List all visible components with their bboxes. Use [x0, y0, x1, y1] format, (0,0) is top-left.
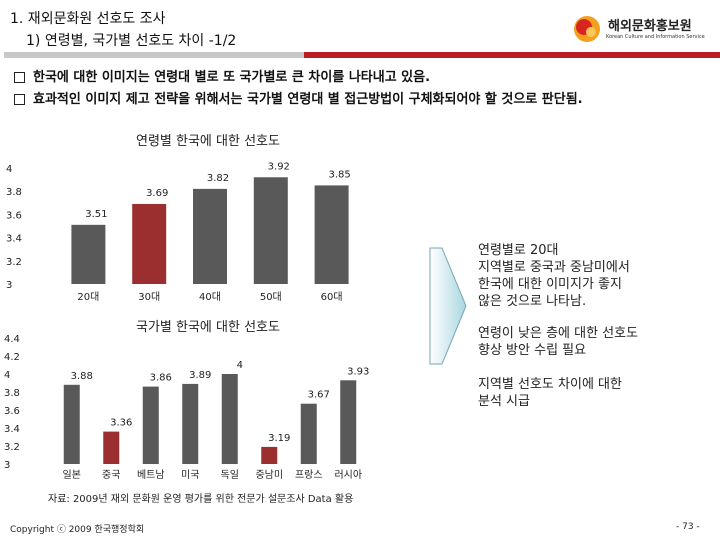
bar — [193, 188, 227, 284]
chart-age: 4 3.8 3.6 3.4 3.2 3 3.51 20대 3.69 30대 3.82 40대 3.92 5… — [6, 161, 351, 303]
y-tick-label: 3.6 — [4, 406, 20, 417]
bar — [221, 374, 238, 464]
x-tick-label: 일본 — [63, 469, 81, 481]
data-label: 3.67 — [308, 390, 330, 401]
x-tick-label: 20대 — [77, 291, 99, 303]
bar — [253, 177, 288, 284]
page-title-line1: 1. 재외문화원 선호도 조사 — [10, 11, 166, 27]
x-tick-label: 40대 — [199, 291, 221, 303]
page-title-line2: 1) 연령별, 국가별 선호도 차이 -1/2 — [26, 33, 237, 49]
chart-country: 4.4 4.2 4 3.8 3.6 3.4 3.2 3 3.88 일본 3.36 중국 3.86 베트남 3… — [4, 334, 369, 481]
y-tick-label: 3.6 — [6, 210, 22, 221]
data-label: 3.19 — [268, 433, 290, 444]
bar — [261, 446, 278, 464]
y-tick-label: 3.2 — [6, 257, 22, 268]
y-tick-label: 3.4 — [6, 234, 22, 245]
note-text: 연령별로 20대 지역별로 중국과 중남미에서 한국에 대한 이미지가 좋지 않… — [478, 243, 630, 309]
data-label: 3.92 — [268, 161, 290, 172]
note-age-region: 연령별로 20대 지역별로 중국과 중남미에서 한국에 대한 이미지가 좋지 않… — [478, 242, 708, 310]
chart-title-country: 국가별 한국에 대한 선호도 — [136, 320, 280, 335]
x-tick-label: 미국 — [181, 469, 199, 481]
x-tick-label: 30대 — [138, 291, 160, 303]
chevron-arrow-icon — [429, 247, 467, 365]
y-tick-label: 3.8 — [4, 388, 20, 399]
data-label: 3.93 — [347, 366, 369, 377]
title-rule-gray — [4, 52, 304, 58]
data-label: 3.85 — [328, 169, 350, 180]
copyright: Copyright ⓒ 2009 한국행정학회 — [10, 525, 145, 535]
x-tick-label: 러시아 — [334, 469, 362, 481]
y-tick-label: 4.4 — [4, 334, 20, 345]
note-young-preference: 연령이 낮은 층에 대한 선호도 향상 방안 수립 필요 — [478, 325, 708, 359]
bar — [182, 383, 199, 464]
bullet-text: 한국에 대한 이미지는 연령대 별로 또 국가별로 큰 차이를 나타내고 있음. — [33, 70, 431, 85]
y-tick-label: 4 — [6, 164, 12, 175]
data-label: 4 — [237, 360, 243, 371]
note-text: 지역별 선호도 차이에 대한 분석 시급 — [478, 377, 622, 409]
x-tick-label: 프랑스 — [295, 469, 323, 481]
x-tick-label: 50대 — [260, 291, 282, 303]
y-tick-label: 3.4 — [4, 424, 20, 435]
bar — [63, 384, 80, 464]
y-tick-label: 4.2 — [4, 352, 20, 363]
y-tick-label: 3.2 — [4, 442, 20, 453]
y-tick-label: 3 — [6, 280, 12, 291]
checkbox-bullet-icon — [14, 94, 25, 105]
x-tick-label: 중남미 — [255, 469, 283, 481]
logo-subtext: Korean Culture and Information Service — [606, 34, 705, 40]
y-tick-label: 3 — [4, 460, 10, 471]
checkbox-bullet-icon — [14, 72, 25, 83]
note-text: 연령이 낮은 층에 대한 선호도 향상 방안 수립 필요 — [478, 326, 639, 358]
chart-title-age: 연령별 한국에 대한 선호도 — [136, 134, 280, 149]
data-label: 3.86 — [150, 373, 172, 384]
logo-mark-icon — [574, 16, 600, 42]
x-tick-label: 베트남 — [137, 469, 165, 481]
x-tick-label: 60대 — [321, 291, 343, 303]
data-label: 3.89 — [189, 370, 211, 381]
logo-text: 해외문화홍보원 — [608, 19, 692, 34]
data-label: 3.69 — [146, 188, 168, 199]
data-label: 3.88 — [71, 371, 93, 382]
data-label: 3.82 — [207, 173, 229, 184]
bar — [103, 431, 120, 464]
x-tick-label: 독일 — [221, 469, 239, 481]
page-number: - 73 - — [676, 522, 700, 532]
x-tick-label: 중국 — [102, 469, 120, 481]
bullet-text: 효과적인 이미지 제고 전략을 위해서는 국가별 연령대 별 접근방법이 구체화… — [33, 92, 583, 107]
bar — [300, 403, 317, 464]
y-tick-label: 4 — [4, 370, 10, 381]
bar — [142, 386, 159, 464]
data-label: 3.51 — [85, 209, 107, 220]
note-region-analysis: 지역별 선호도 차이에 대한 분석 시급 — [478, 376, 708, 410]
y-tick-label: 3.8 — [6, 187, 22, 198]
data-label: 3.36 — [110, 418, 132, 429]
bar — [314, 185, 349, 284]
bar — [132, 203, 167, 284]
source-note: 자료: 2009년 재외 문화원 운영 평가를 위한 전문가 설문조사 Data… — [48, 494, 354, 505]
title-rule-red — [304, 52, 720, 58]
bar — [71, 224, 106, 284]
bullet-item: 효과적인 이미지 제고 전략을 위해서는 국가별 연령대 별 접근방법이 구체화… — [14, 88, 583, 107]
bullet-item: 한국에 대한 이미지는 연령대 별로 또 국가별로 큰 차이를 나타내고 있음. — [14, 66, 430, 85]
bar — [340, 380, 357, 464]
